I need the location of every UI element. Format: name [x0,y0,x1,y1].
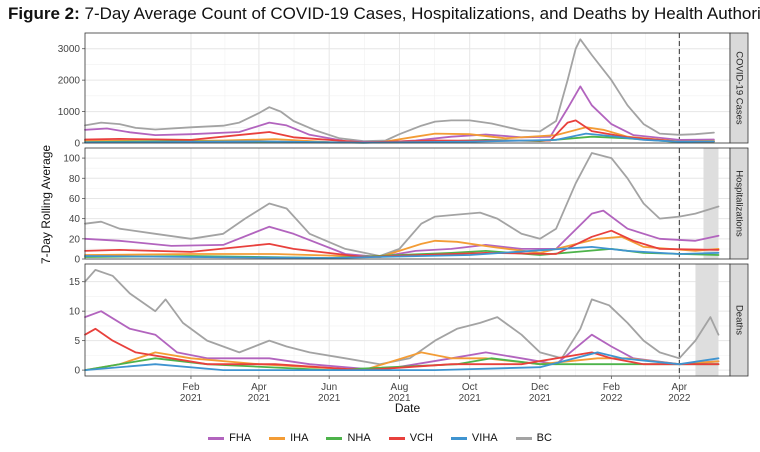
figure-number: Figure 2: [8,4,80,23]
legend-label: BC [536,432,552,444]
y-tick-label: 0 [74,255,80,266]
x-tick-label: 2021 [180,393,203,404]
series-line-viha [84,351,720,372]
y-tick-label: 20 [69,234,81,245]
facet-strip [729,147,749,260]
x-tick-label: Apr [251,382,267,393]
series-line-bc [84,152,720,257]
legend-swatch [208,436,225,440]
x-tick-label: 2021 [459,393,482,404]
series-line-iha [84,126,715,144]
x-tick-label: 2022 [668,393,691,404]
legend-item-nha: NHA [326,432,371,444]
legend-label: VIHA [471,432,498,444]
legend-swatch [450,436,467,440]
facet-strip [729,263,749,377]
y-tick-label: 100 [63,154,80,165]
x-axis-title: Date [395,401,421,415]
x-tick-label: Aug [391,382,409,393]
y-tick-label: 40 [69,214,81,225]
x-tick-label: 2021 [529,393,552,404]
y-tick-label: 15 [69,277,81,288]
legend-label: NHA [347,432,371,444]
facet-strip-label: Hospitalizations [734,170,745,237]
x-tick-label: 2021 [248,393,271,404]
series-line-fha [84,209,720,258]
y-tick-label: 0 [74,139,80,150]
legend-item-fha: FHA [208,432,251,444]
facet-strip-label: Deaths [734,305,745,335]
x-tick-label: Oct [462,382,478,393]
legend-label: FHA [229,432,252,444]
legend-swatch [326,436,343,440]
x-tick-label: 2021 [318,393,341,404]
legend-item-bc: BC [515,432,552,444]
chart-title: Figure 2: 7-Day Average Count of COVID-1… [8,4,760,24]
x-tick-label: 2022 [600,393,623,404]
figure-title-text: 7-Day Average Count of COVID-19 Cases, H… [79,4,760,23]
series-line-viha [84,132,715,144]
legend-swatch [515,436,532,440]
facet-strip [729,32,749,144]
legend-label: VCH [409,432,433,444]
x-tick-label: Dec [531,382,549,393]
facet-strip-label: COVID-19 Cases [734,51,745,125]
series-line-vch [84,327,720,372]
y-tick-label: 10 [69,307,81,318]
legend-swatch [388,436,405,440]
x-tick-label: 2021 [388,393,411,404]
y-tick-label: 0 [74,366,80,377]
series-line-nha [84,357,720,372]
legend-item-vch: VCH [388,432,433,444]
y-tick-label: 1000 [58,107,81,118]
legend-item-iha: IHA [269,432,308,444]
incomplete-data-shading [695,264,719,376]
series-line-vch [84,229,720,258]
x-tick-label: Jun [321,382,337,393]
series-line-fha [84,310,720,372]
legend-label: IHA [290,432,309,444]
series-line-viha [84,245,720,259]
legend: FHA IHA NHA VCH VIHA BC [0,432,760,444]
panel-background [85,33,730,143]
legend-swatch [269,436,286,440]
y-tick-label: 5 [74,336,80,347]
x-tick-label: Feb [182,382,200,393]
y-axis-title: 7-Day Rolling Average [39,145,53,265]
series-line-bc [84,268,720,366]
incomplete-data-shading [703,148,719,259]
x-tick-label: Apr [672,382,688,393]
series-line-bc [84,38,715,143]
y-tick-label: 3000 [58,44,81,55]
legend-item-viha: VIHA [450,432,498,444]
y-tick-label: 60 [69,194,81,205]
series-line-iha [84,235,720,258]
x-tick-label: Feb [603,382,621,393]
y-tick-label: 2000 [58,76,81,87]
y-tick-label: 80 [69,174,81,185]
